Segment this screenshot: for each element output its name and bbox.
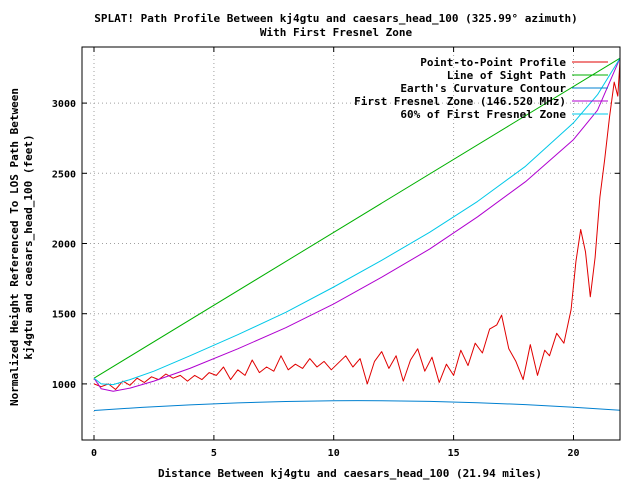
x-axis-label: Distance Between kj4gtu and caesars_head… [158,467,542,480]
chart-title: SPLAT! Path Profile Between kj4gtu and c… [94,12,577,25]
chart-subtitle: With First Fresnel Zone [260,26,413,39]
legend-label-line-of-sight-path: Line of Sight Path [447,69,566,82]
series-line-60-of-first-fresnel-zone [93,57,621,386]
series-line-line-of-sight-path [93,57,621,379]
x-tick-label: 10 [328,448,340,459]
grid-lines [82,47,620,440]
series-line-point-to-point-profile [93,60,621,390]
x-tick-label: 15 [448,448,460,459]
plot-frame [81,46,621,441]
legend-label-point-to-point-profile: Point-to-Point Profile [420,56,566,69]
y-tick-label: 1500 [52,310,76,321]
y-axis-label-line2: kj4gtu and caesars_head_100 (feet) [22,134,35,359]
legend-label-first-fresnel-zone-146-520-mhz: First Fresnel Zone (146.520 MHz) [354,95,566,108]
x-tick-label: 20 [567,448,579,459]
y-tick-label: 1000 [52,380,76,391]
legend-label-60-of-first-fresnel-zone: 60% of First Fresnel Zone [400,108,566,121]
y-tick-label: 2500 [52,169,76,180]
tick-marks: 0 5 10 15 20 1000 1500 2000 2500 3000 [52,47,620,459]
series-line-earth-s-curvature-contour [93,400,621,411]
legend-label-earth-s-curvature-contour: Earth's Curvature Contour [400,82,566,95]
y-axis-label-line1: Normalized Height Referenced To LOS Path… [8,88,21,406]
x-tick-label: 0 [91,448,97,459]
series-lines [93,57,621,411]
y-tick-label: 2000 [52,240,76,251]
series-line-first-fresnel-zone-146-520-mhz [93,58,621,392]
x-tick-label: 5 [211,448,217,459]
y-tick-label: 3000 [52,99,76,110]
